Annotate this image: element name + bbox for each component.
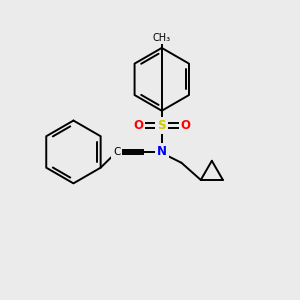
Text: S: S bbox=[158, 119, 166, 132]
Text: N: N bbox=[157, 146, 167, 158]
Text: O: O bbox=[180, 119, 190, 132]
Text: CH₃: CH₃ bbox=[153, 33, 171, 43]
Text: C: C bbox=[113, 147, 120, 157]
Text: O: O bbox=[133, 119, 143, 132]
